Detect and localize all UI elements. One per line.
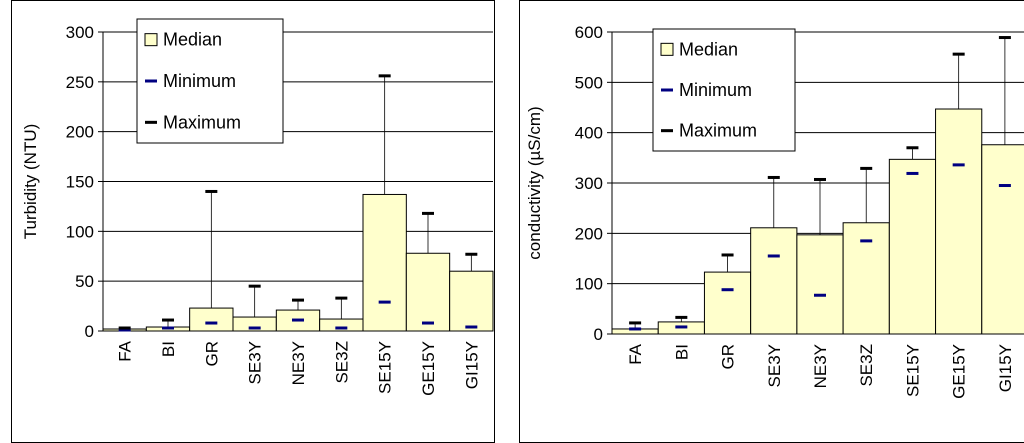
bar-median xyxy=(703,271,752,335)
x-tick-label: SE3Z xyxy=(857,344,876,387)
y-tick-label: 100 xyxy=(66,222,94,241)
x-tick-label: BI xyxy=(159,341,178,357)
y-tick-label: 0 xyxy=(85,322,94,341)
legend-label: Minimum xyxy=(679,80,752,100)
bar-median xyxy=(449,270,494,332)
y-axis-title: Turbidity (NTU) xyxy=(21,124,40,240)
y-tick-label: 400 xyxy=(575,124,603,143)
x-tick-label: NE3Y xyxy=(811,344,830,388)
y-tick-label: 500 xyxy=(575,73,603,92)
y-tick-label: 0 xyxy=(594,325,603,344)
bar-median xyxy=(796,234,844,335)
y-tick-label: 200 xyxy=(66,123,94,142)
legend-swatch-median xyxy=(144,33,158,47)
x-tick-label: SE3Z xyxy=(332,341,351,384)
x-tick-label: GR xyxy=(202,341,221,367)
conductivity-chart-panel: 0 100 200 300 400 500 600 FA BI GR SE3Y NE3Y SE3Z SE1… xyxy=(519,0,1024,443)
x-tick-label: FA xyxy=(116,340,135,361)
x-tick-label: FA xyxy=(626,343,645,364)
bar-median xyxy=(189,307,234,332)
x-tick-label: BI xyxy=(672,344,691,360)
bar-median xyxy=(981,144,1024,335)
y-tick-label: 100 xyxy=(575,275,603,294)
x-tick-label: GE15Y xyxy=(950,344,969,399)
turbidity-chart-panel: 0 50 100 150 200 250 300 FA BI GR SE3Y NE3Y SE3Z SE15… xyxy=(11,0,495,443)
y-tick-label: 600 xyxy=(575,23,603,42)
y-tick-label: 300 xyxy=(66,23,94,42)
legend-box xyxy=(136,18,284,144)
x-tick-label: GI15Y xyxy=(996,344,1015,392)
conductivity-chart: 0 100 200 300 400 500 600 FA BI GR SE3Y NE3Y SE3Z SE1… xyxy=(525,23,1024,399)
legend-box xyxy=(652,28,796,152)
x-tick-label: SE15Y xyxy=(376,341,395,394)
bar-median xyxy=(888,158,937,335)
legend-label: Maximum xyxy=(679,121,757,141)
legend-label: Maximum xyxy=(163,112,241,132)
bar-median xyxy=(750,227,798,335)
turbidity-chart: 0 50 100 150 200 250 300 FA BI GR SE3Y NE3Y SE3Z SE15… xyxy=(21,18,494,396)
y-tick-label: 150 xyxy=(66,173,94,192)
x-tick-label: GR xyxy=(719,344,738,370)
legend-label: Median xyxy=(679,39,738,59)
legend-label: Minimum xyxy=(163,71,236,91)
x-tick-label: SE3Y xyxy=(765,344,784,387)
legend-swatch-median xyxy=(660,42,674,56)
bar-median xyxy=(935,108,983,335)
bar-median xyxy=(405,252,451,332)
x-tick-label: SE15Y xyxy=(903,344,922,397)
x-tick-label: NE3Y xyxy=(289,341,308,385)
x-tick-label: GE15Y xyxy=(419,341,438,396)
legend-label: Median xyxy=(163,30,222,50)
x-tick-label: GI15Y xyxy=(462,341,481,389)
bar-median xyxy=(362,193,407,332)
y-axis-title: conductivity (µS/cm) xyxy=(525,106,544,259)
y-tick-label: 250 xyxy=(66,73,94,92)
y-tick-label: 300 xyxy=(575,174,603,193)
y-tick-label: 200 xyxy=(575,224,603,243)
y-tick-label: 50 xyxy=(75,272,94,291)
x-tick-label: SE3Y xyxy=(246,341,265,384)
